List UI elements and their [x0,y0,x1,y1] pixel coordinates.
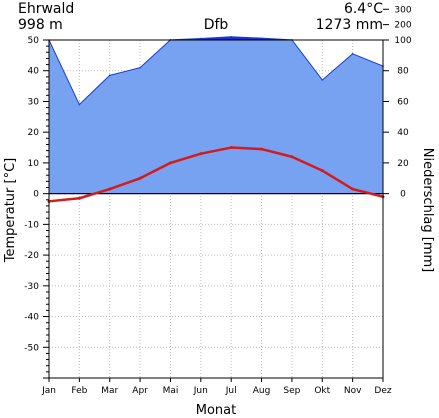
temperature-point-jun [199,152,203,156]
right-y-axis: 900800700600500400300200100806040200 [383,5,412,200]
precipitation-point-okt [321,79,324,81]
right-tick-label: 0 [400,190,406,200]
left-tick-label: -30 [24,282,39,292]
x-tick-label-nov: Nov [344,386,362,396]
x-axis-title: Monat [196,403,236,418]
x-tick-label-feb: Feb [71,386,87,396]
left-tick-label: 0 [33,190,39,200]
right-tick-label: 40 [397,128,409,138]
plot-border [48,39,384,379]
temperature-point-jul [229,146,233,150]
left-tick-label: 30 [28,97,40,107]
x-tick-label-sep: Sep [283,386,300,396]
temperature-point-okt [320,169,324,173]
temperature-point-feb [77,196,81,200]
left-axis-title: Temperatur [°C] [3,158,18,264]
temperature-point-sep [290,155,294,159]
precipitation-point-aug [260,37,263,39]
precipitation-line [48,36,384,106]
x-tick-label-jun: Jun [193,386,208,396]
left-tick-label: 50 [28,36,40,46]
x-tick-label-jan: Jan [41,386,56,396]
station-name: Ehrwald [18,1,74,17]
left-tick-label: -40 [24,313,39,323]
temperature-point-apr [138,176,142,180]
mean-temperature: 6.4°C [344,1,383,17]
precipitation-fill [49,40,383,194]
right-tick-label: 60 [397,97,409,107]
temperature-point-mar [108,187,112,191]
x-tick-label-jul: Jul [225,386,237,396]
x-axis: Jan Feb Mar Apr Mai Jun Jul Aug Sep Okt Nov Dez [41,378,392,396]
precipitation-point-nov [351,53,354,55]
precipitation-point-mar [108,74,111,77]
left-tick-label: -50 [24,343,39,353]
x-tick-label-dez: Dez [374,386,391,396]
precipitation-point-jun [200,37,202,40]
x-tick-label-okt: Okt [314,386,330,396]
right-tick-label: 100 [394,36,411,46]
annual-precipitation: 1273 mm [316,17,383,33]
left-tick-label: 40 [28,67,40,77]
right-tick-label: 80 [397,67,409,77]
precipitation-point-feb [78,103,81,106]
temperature-point-nov [351,187,355,191]
temperature-point-mai [168,161,172,165]
precipitation-point-jul [230,35,232,38]
left-tick-label: -10 [24,220,39,230]
x-tick-label-apr: Apr [132,386,148,396]
left-y-axis: 50 40 30 20 10 0 -10 -20 -30 -40 -50 [24,36,49,379]
left-tick-label: 20 [28,128,40,138]
right-tick-label: 300 [394,5,411,15]
plot-frame [48,39,384,379]
x-tick-label-mai: Mai [163,386,179,396]
x-tick-label-mar: Mar [101,386,118,396]
temperature-series [47,146,385,203]
right-axis-title: Niederschlag [mm] [420,148,435,273]
elevation: 998 m [18,17,63,33]
climate-class: Dfb [204,17,229,33]
precipitation-point-apr [139,66,141,69]
right-tick-label: 200 [394,21,411,31]
temperature-point-aug [260,147,264,151]
x-tick-label-aug: Aug [253,386,271,396]
precipitation-area [48,35,384,194]
temperature-line [48,146,384,203]
left-tick-label: 10 [28,159,40,169]
perhumid-fill [49,36,383,40]
right-tick-label: 20 [397,159,409,169]
left-tick-label: -20 [24,251,39,261]
